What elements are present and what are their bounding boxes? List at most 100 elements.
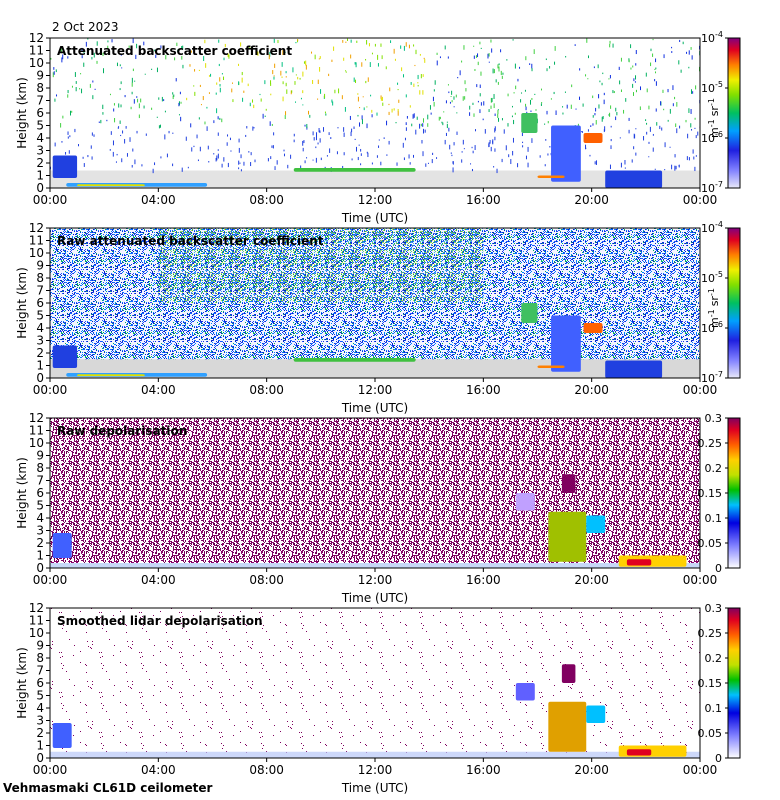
noise-pixel	[238, 167, 240, 170]
noise-pixel	[231, 82, 233, 84]
noise-pixel	[273, 76, 275, 80]
noise-pixel	[674, 154, 676, 158]
noise-pixel	[453, 142, 455, 146]
noise-pixel	[679, 125, 681, 129]
noise-pixel	[413, 113, 415, 118]
x-tick-label: 12:00	[358, 763, 393, 777]
noise-pixel	[158, 97, 160, 100]
x-tick-label: 12:00	[358, 383, 393, 397]
noise-pixel	[320, 89, 322, 94]
surface-band	[50, 563, 700, 568]
noise-pixel	[317, 79, 319, 85]
cloud-feature	[583, 323, 603, 333]
noise-pixel	[221, 163, 223, 168]
noise-pixel	[240, 154, 242, 159]
noise-pixel	[566, 104, 568, 109]
noise-pixel	[517, 163, 519, 168]
noise-pixel	[496, 168, 498, 174]
noise-pixel	[269, 52, 271, 57]
y-tick-label: 1	[36, 549, 44, 563]
noise-pixel	[315, 146, 317, 149]
noise-pixel	[328, 73, 330, 77]
noise-pixel	[624, 167, 626, 169]
noise-pixel	[549, 66, 551, 69]
noise-pixel	[333, 46, 335, 51]
noise-pixel	[54, 142, 56, 147]
noise-pixel	[628, 59, 630, 63]
noise-pixel	[354, 62, 356, 65]
noise-pixel	[132, 148, 134, 152]
noise-pixel	[635, 152, 637, 156]
noise-pixel	[109, 149, 111, 151]
noise-pixel	[206, 126, 208, 131]
panel-1: Attenuated backscatter coefficient012345…	[15, 30, 741, 225]
noise-pixel	[630, 44, 632, 49]
noise-pixel	[324, 93, 326, 99]
cloud-feature	[548, 701, 587, 752]
noise-pixel	[469, 112, 471, 116]
noise-pixel	[540, 103, 542, 106]
noise-pixel	[245, 134, 247, 137]
noise-pixel	[480, 71, 482, 76]
noise-pixel	[366, 151, 368, 154]
noise-pixel	[604, 126, 606, 132]
noise-pixel	[224, 43, 226, 48]
noise-pixel	[527, 162, 529, 168]
colorbar-gradient	[727, 607, 741, 759]
noise-pixel	[380, 161, 382, 166]
noise-pixel	[138, 103, 140, 109]
noise-pixel	[91, 49, 93, 54]
noise-pixel	[522, 145, 524, 148]
noise-pixel	[488, 53, 490, 57]
noise-pixel	[295, 101, 297, 103]
noise-pixel	[319, 138, 321, 143]
noise-pixel	[112, 140, 114, 146]
noise-pixel	[178, 101, 180, 106]
noise-pixel	[471, 146, 473, 149]
noise-pixel	[320, 157, 322, 161]
unit-m: m	[708, 127, 721, 138]
noise-pixel	[482, 118, 484, 121]
noise-pixel	[655, 81, 657, 86]
noise-pixel	[493, 69, 495, 74]
noise-pixel	[694, 117, 696, 120]
noise-pixel	[136, 43, 138, 49]
noise-pixel	[686, 156, 688, 161]
noise-pixel	[120, 104, 122, 108]
y-tick-label: 2	[36, 726, 44, 740]
y-tick-label: 10	[29, 246, 44, 260]
y-axis-label: Height (km)	[15, 267, 29, 338]
noise-pixel	[253, 127, 255, 129]
noise-pixel	[546, 68, 548, 72]
noise-pixel	[609, 43, 611, 48]
noise-pixel	[408, 154, 410, 159]
noise-pixel	[253, 104, 255, 109]
noise-pixel	[427, 162, 429, 164]
noise-pixel	[199, 146, 201, 152]
noise-pixel	[695, 155, 697, 157]
noise-pixel	[227, 162, 229, 168]
noise-pixel	[609, 74, 611, 79]
noise-pixel	[490, 146, 492, 152]
noise-pixel	[650, 48, 652, 52]
noise-pixel	[508, 154, 510, 158]
noise-pixel	[470, 163, 472, 165]
noise-pixel	[416, 116, 418, 120]
noise-pixel	[313, 137, 315, 141]
noise-pixel	[324, 111, 326, 114]
noise-pixel	[477, 100, 479, 103]
noise-pixel	[507, 123, 509, 127]
noise-pixel	[464, 96, 466, 100]
noise-pixel	[585, 144, 587, 150]
noise-pixel	[443, 111, 445, 113]
noise-pixel	[354, 138, 356, 141]
surface-band	[50, 751, 700, 758]
noise-pixel	[126, 153, 128, 157]
noise-pixel	[257, 51, 259, 56]
noise-pixel	[355, 79, 357, 84]
noise-pixel	[81, 47, 83, 52]
noise-pixel	[172, 92, 174, 95]
noise-pixel	[82, 156, 84, 159]
noise-pixel	[408, 44, 410, 49]
noise-pixel	[631, 159, 633, 163]
